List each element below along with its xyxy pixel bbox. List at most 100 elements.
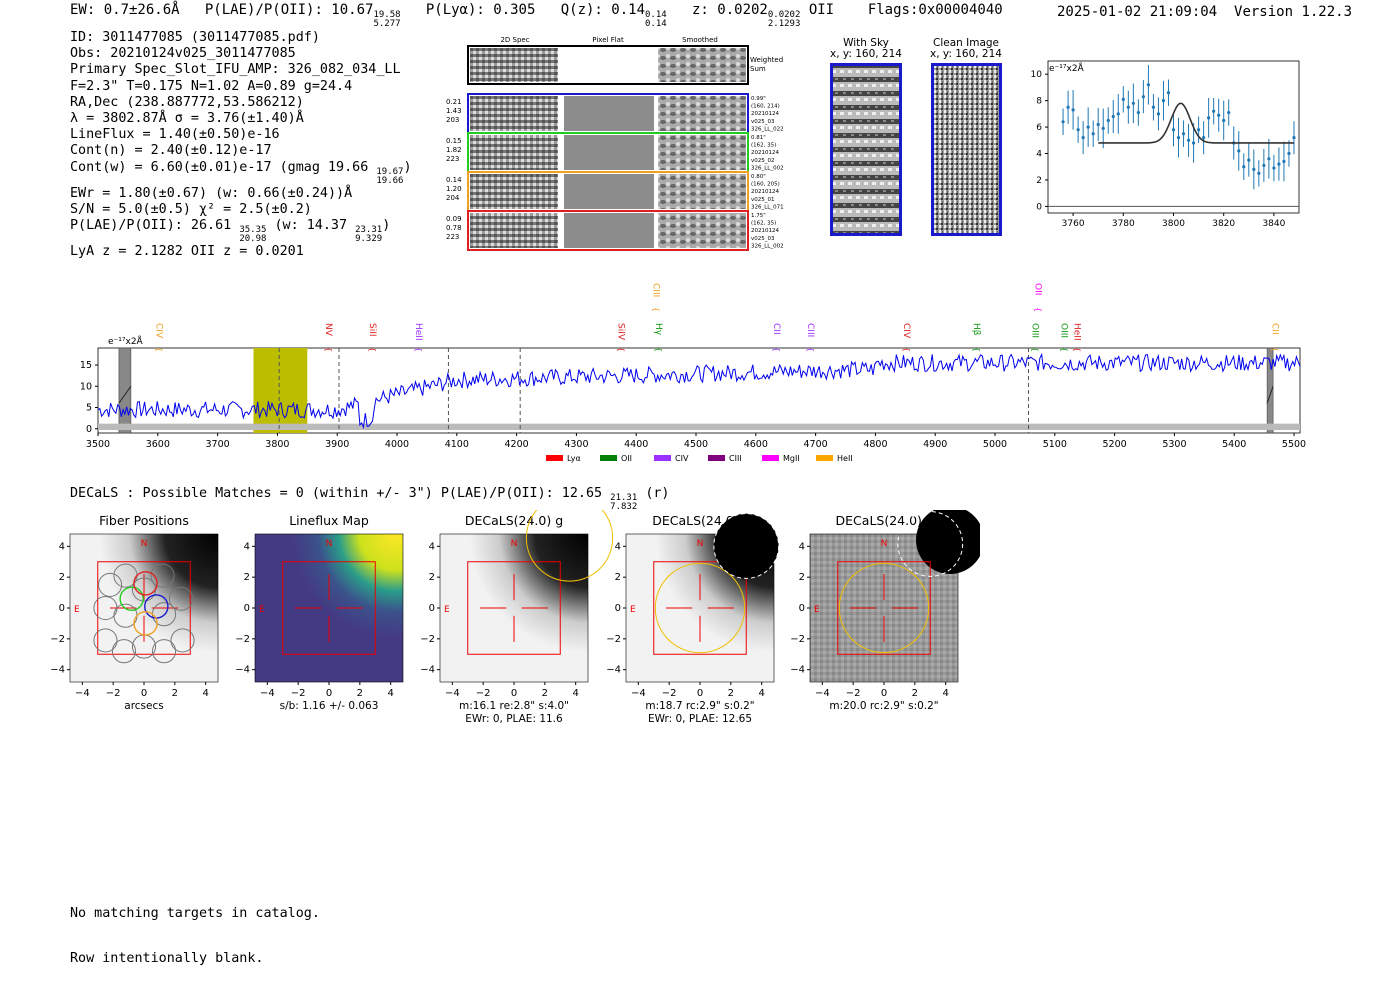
cutout-right-label: (160, 214) bbox=[751, 104, 780, 110]
decals-ytick-label: 0 bbox=[429, 603, 435, 614]
decals-ytick-label: −2 bbox=[606, 634, 621, 645]
zoom-point bbox=[1161, 99, 1166, 103]
legend-label: CIII bbox=[729, 454, 742, 463]
zoom-point bbox=[1212, 109, 1216, 113]
decals-ytick-label: 2 bbox=[615, 572, 621, 583]
decals-caption: EWr: 0, PLAE: 12.65 bbox=[648, 713, 752, 725]
decals-caption: arcsecs bbox=[124, 700, 163, 712]
cutout-right-label: 20210124 bbox=[751, 111, 779, 117]
decals-caption: EWr: 0, PLAE: 11.6 bbox=[465, 713, 563, 725]
legend-swatch bbox=[762, 455, 779, 461]
zoom-point bbox=[1066, 105, 1070, 109]
spec-noise-floor bbox=[98, 423, 1300, 431]
zoom-ytick-label: 6 bbox=[1036, 123, 1042, 133]
timestamp-line: 2025-01-02 21:09:04 Version 1.22.3 bbox=[1057, 4, 1352, 20]
cutout-right-label: 326_LL_071 bbox=[751, 204, 784, 210]
with-sky-title: With Sky x, y: 160, 214 bbox=[830, 38, 902, 60]
fiber-circle bbox=[98, 572, 123, 597]
zoom-point bbox=[1197, 128, 1201, 132]
info-params: F=2.3" T=0.175 N=1.02 A=0.89 g=24.4 bbox=[70, 78, 353, 94]
plae2-end: ) bbox=[382, 218, 391, 234]
zoom-point bbox=[1176, 136, 1181, 140]
info-sn: S/N = 5.0(±0.5) χ² = 2.5(±0.2) bbox=[70, 201, 312, 217]
spec-ytick-label: 15 bbox=[80, 360, 92, 371]
plae2-mid: (w: 14.37 bbox=[274, 218, 348, 234]
zoom-point bbox=[1076, 128, 1080, 132]
decals-search-box bbox=[282, 561, 376, 655]
decals-ytick-label: −4 bbox=[790, 665, 805, 676]
east-label: E bbox=[74, 605, 80, 615]
zoom-point bbox=[1071, 108, 1075, 112]
zoom-fit-line bbox=[1098, 102, 1294, 144]
spec-line-brace: { bbox=[1073, 347, 1082, 352]
decals-ytick-label: −4 bbox=[235, 665, 250, 676]
cutout-right-label: v025_02 bbox=[751, 158, 775, 164]
weighted-sum-2dspec bbox=[470, 48, 558, 82]
east-label: E bbox=[259, 605, 265, 615]
spec-line-label: CIII bbox=[651, 283, 661, 297]
decals-caption: m:16.1 re:2.8" s:4.0" bbox=[459, 700, 569, 712]
cutout-pixelflat bbox=[564, 213, 654, 248]
contw-end: ) bbox=[403, 159, 412, 175]
zoom-point bbox=[1262, 163, 1266, 168]
decals-xtick-label: −2 bbox=[106, 688, 121, 699]
legend-label: HeII bbox=[837, 454, 853, 463]
spec-line-brace: { bbox=[1034, 307, 1043, 312]
spec-xtick-label: 4600 bbox=[744, 439, 768, 450]
spec-line-label: NV bbox=[323, 323, 333, 337]
fiber-circle bbox=[168, 586, 194, 611]
cutout-left-label: 1.20 bbox=[446, 185, 462, 193]
cutout-left-label: 204 bbox=[446, 194, 460, 202]
spec-line-label: OIII bbox=[1030, 323, 1040, 338]
spec-xtick-label: 5400 bbox=[1222, 439, 1246, 450]
decals-xtick-label: 2 bbox=[912, 688, 918, 699]
cutout-left-label: 0.78 bbox=[446, 224, 462, 232]
decals-ytick-label: 0 bbox=[615, 603, 621, 614]
cutout-right-label: v025_03 bbox=[751, 236, 775, 242]
spec-xtick-label: 4500 bbox=[684, 439, 708, 450]
version: Version 1.22.3 bbox=[1234, 4, 1353, 20]
qz-sub: 0.14 bbox=[645, 19, 667, 29]
decals-ytick-label: −4 bbox=[420, 665, 435, 676]
zoom-point bbox=[1247, 158, 1251, 162]
decals-xtick-label: 4 bbox=[202, 688, 208, 699]
spec-line-brace: { bbox=[1031, 347, 1040, 352]
info-ewr: EWr = 1.80(±0.67) (w: 0.66(±0.24))Å bbox=[70, 185, 353, 201]
clean-image bbox=[931, 63, 1002, 236]
legend-swatch bbox=[708, 455, 725, 461]
zoom-point bbox=[1277, 162, 1281, 166]
decals-panel-title: Fiber Positions bbox=[99, 513, 189, 528]
cutout-right-label: 20210124 bbox=[751, 189, 779, 195]
decals-ytick-label: 2 bbox=[59, 572, 65, 583]
weighted-sum-smoothed bbox=[658, 48, 746, 82]
cutout-row-frame bbox=[467, 210, 749, 251]
decals-xtick-label: 2 bbox=[728, 688, 734, 699]
decals-ytick-label: 4 bbox=[59, 541, 65, 552]
aperture-circle bbox=[525, 510, 614, 582]
decals-sub: 7.832 bbox=[610, 502, 638, 512]
cutout-right-label: 0.99" bbox=[751, 96, 766, 102]
zoom-point bbox=[1061, 120, 1065, 124]
decals-panel-title: DECaLS(24.0) g bbox=[465, 513, 563, 528]
cutout-right-label: 20210124 bbox=[751, 150, 779, 156]
decals-xtick-label: 2 bbox=[357, 688, 363, 699]
spec-xtick-label: 3500 bbox=[86, 439, 110, 450]
info-primary: Primary Spec_Slot_IFU_AMP: 326_082_034_L… bbox=[70, 62, 401, 78]
spec-line-brace: { bbox=[654, 347, 663, 352]
zoom-plot: e⁻¹⁷x2Å 3760 3780 3800 3820 3840 0 2 4 6 8 10 bbox=[1031, 60, 1300, 229]
zoom-point bbox=[1217, 113, 1221, 117]
decals-xtick-label: 0 bbox=[697, 688, 703, 699]
decals-ytick-label: 0 bbox=[59, 603, 65, 614]
zoom-point bbox=[1166, 91, 1171, 95]
spec-xtick-label: 4100 bbox=[445, 439, 469, 450]
decals-search-box bbox=[467, 561, 561, 655]
decals-image bbox=[439, 533, 589, 683]
decals-panel-title: DECaLS(24.0) z bbox=[836, 513, 933, 528]
decals-xtick-label: 4 bbox=[942, 688, 948, 699]
spec-xtick-label: 3600 bbox=[146, 439, 170, 450]
plae2-wsup: 23.31 bbox=[355, 225, 383, 236]
spec-line-brace: { bbox=[806, 347, 815, 352]
spec-xtick-label: 4700 bbox=[804, 439, 828, 450]
decals-xtick-label: −4 bbox=[815, 688, 830, 699]
north-label: N bbox=[326, 539, 333, 549]
